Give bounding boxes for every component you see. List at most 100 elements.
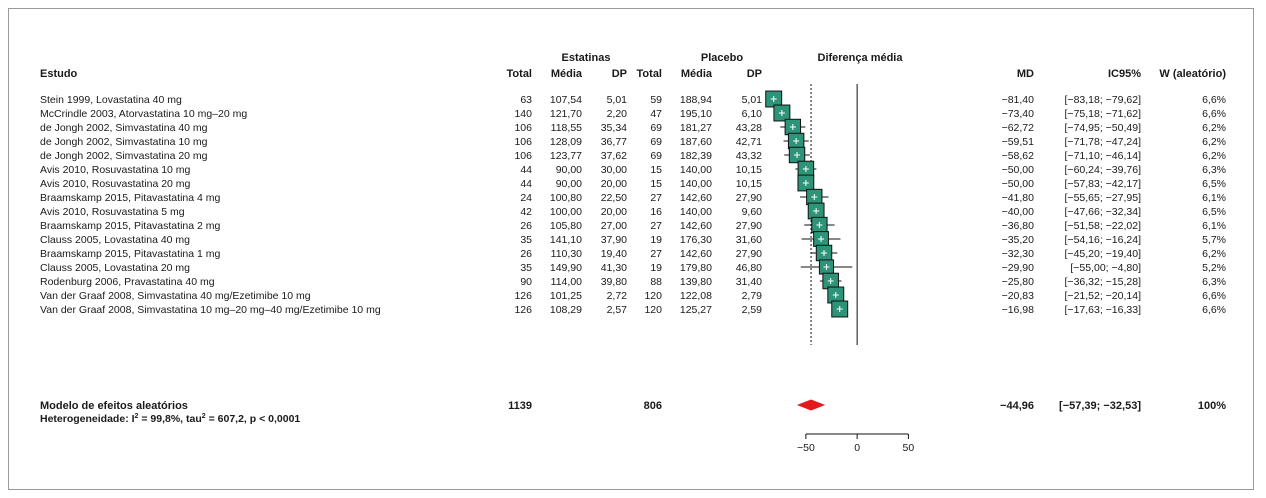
total2-value: 88 bbox=[650, 276, 662, 288]
study-name: Avis 2010, Rosuvastatina 20 mg bbox=[40, 178, 191, 190]
weight-value: 6,1% bbox=[1202, 220, 1226, 232]
mean1-value: 110,30 bbox=[551, 248, 582, 260]
total2-value: 69 bbox=[650, 150, 662, 162]
table-row: Avis 2010, Rosuvastatina 5 mg 42 100,00 20,… bbox=[40, 206, 1226, 218]
weight-value: 5,7% bbox=[1202, 234, 1226, 246]
study-name: Braamskamp 2015, Pitavastatina 4 mg bbox=[40, 192, 221, 204]
table-row: Avis 2010, Rosuvastatina 10 mg 44 90,00 30,… bbox=[40, 164, 1226, 176]
study-name: Braamskamp 2015, Pitavastatina 2 mg bbox=[40, 220, 221, 232]
sd2-value: 10,15 bbox=[736, 178, 762, 190]
sd2-value: 31,60 bbox=[736, 234, 762, 246]
summary-ci: [−57,39; −32,53] bbox=[1059, 400, 1141, 412]
ci-value: [−55,00; −4,80] bbox=[1070, 262, 1141, 274]
md-value: −20,83 bbox=[1002, 290, 1035, 302]
mean1-value: 100,00 bbox=[550, 206, 582, 218]
weight-value: 6,2% bbox=[1202, 136, 1226, 148]
sd2-value: 27,90 bbox=[736, 192, 762, 204]
mean1-value: 141,10 bbox=[550, 234, 582, 246]
mean1-value: 90,00 bbox=[556, 164, 582, 176]
sd1-value: 39,80 bbox=[601, 276, 627, 288]
sd1-value: 2,72 bbox=[607, 290, 628, 302]
sd1-value: 5,01 bbox=[607, 94, 628, 106]
total2-value: 120 bbox=[644, 290, 662, 302]
total2-value: 15 bbox=[650, 178, 662, 190]
ci-value: [−75,18; −71,62] bbox=[1065, 108, 1142, 120]
mean2-value: 140,00 bbox=[680, 206, 712, 218]
sd2-value: 6,10 bbox=[742, 108, 763, 120]
study-name: Clauss 2005, Lovastatina 40 mg bbox=[40, 234, 190, 246]
total2-value: 69 bbox=[650, 122, 662, 134]
study-name: Van der Graaf 2008, Simvastatina 10 mg–2… bbox=[40, 304, 381, 316]
ci-value: [−74,95; −50,49] bbox=[1065, 122, 1142, 134]
ci-value: [−47,66; −32,34] bbox=[1065, 206, 1142, 218]
ci-value: [−21,52; −20,14] bbox=[1065, 290, 1142, 302]
mean1-value: 149,90 bbox=[550, 262, 582, 274]
total1-value: 90 bbox=[520, 276, 532, 288]
sd2-value: 42,71 bbox=[736, 136, 762, 148]
mean2-value: 182,39 bbox=[680, 150, 712, 162]
study-name: de Jongh 2002, Simvastatina 40 mg bbox=[40, 122, 208, 134]
mean2-value: 187,60 bbox=[680, 136, 712, 148]
study-mark bbox=[783, 132, 809, 150]
sd1-value: 37,62 bbox=[601, 150, 627, 162]
table-row: Van der Graaf 2008, Simvastatina 10 mg–2… bbox=[40, 304, 1226, 316]
mean1-value: 107,54 bbox=[550, 94, 582, 106]
heterogeneity-text: Heterogeneidade: I2 = 99,8%, tau2 = 607,… bbox=[40, 413, 300, 425]
heterogeneity-sup1: 2 bbox=[135, 413, 139, 420]
heterogeneity-prefix: Heterogeneidade: I bbox=[40, 413, 135, 425]
total1-value: 106 bbox=[514, 122, 532, 134]
md-value: −81,40 bbox=[1002, 94, 1035, 106]
total1-value: 35 bbox=[520, 262, 532, 274]
table-row: Avis 2010, Rosuvastatina 20 mg 44 90,00 20,… bbox=[40, 178, 1226, 190]
ci-value: [−51,58; −22,02] bbox=[1065, 220, 1142, 232]
md-value: −29,90 bbox=[1002, 262, 1035, 274]
table-row: de Jongh 2002, Simvastatina 20 mg 106 123,… bbox=[40, 150, 1226, 162]
ci-value: [−57,83; −42,17] bbox=[1065, 178, 1142, 190]
mean1-value: 123,77 bbox=[550, 150, 582, 162]
total1-value: 26 bbox=[520, 220, 532, 232]
total2-value: 16 bbox=[650, 206, 662, 218]
md-value: −36,80 bbox=[1002, 220, 1035, 232]
total2-value: 120 bbox=[644, 304, 662, 316]
study-name: Avis 2010, Rosuvastatina 10 mg bbox=[40, 164, 191, 176]
sd1-value: 19,40 bbox=[601, 248, 627, 260]
study-mark bbox=[831, 300, 849, 318]
total1-value: 44 bbox=[520, 178, 532, 190]
total2-value: 19 bbox=[650, 262, 662, 274]
study-rows: Stein 1999, Lovastatina 40 mg 63 107,54 5,0… bbox=[40, 94, 1226, 316]
study-mark bbox=[795, 160, 817, 178]
sd2-header: DP bbox=[747, 68, 762, 80]
total2-header: Total bbox=[637, 68, 662, 80]
mean2-value: 142,60 bbox=[680, 192, 712, 204]
study-mark bbox=[819, 272, 842, 290]
md-value: −40,00 bbox=[1002, 206, 1035, 218]
study-name: McCrindle 2003, Atorvastatina 10 mg–20 m… bbox=[40, 108, 247, 120]
total1-value: 126 bbox=[514, 290, 532, 302]
total1-value: 126 bbox=[514, 304, 532, 316]
sd1-value: 36,77 bbox=[601, 136, 627, 148]
summary-label: Modelo de efeitos aleatórios bbox=[40, 400, 188, 412]
sd1-value: 2,20 bbox=[607, 108, 628, 120]
mean1-value: 118,55 bbox=[551, 122, 582, 134]
summary-total1: 1139 bbox=[508, 400, 532, 412]
group2-header: Placebo bbox=[701, 52, 743, 64]
ci-value: [−36,32; −15,28] bbox=[1065, 276, 1142, 288]
weight-header: W (aleatório) bbox=[1159, 68, 1226, 80]
heterogeneity-sup2: 2 bbox=[202, 413, 206, 420]
total2-value: 69 bbox=[650, 136, 662, 148]
mean2-value: 179,80 bbox=[680, 262, 712, 274]
ci-value: [−54,16; −16,24] bbox=[1065, 234, 1142, 246]
summary-md: −44,96 bbox=[1000, 400, 1034, 412]
mean1-value: 114,00 bbox=[551, 276, 582, 288]
total1-header: Total bbox=[507, 68, 532, 80]
sd1-value: 22,50 bbox=[601, 192, 627, 204]
summary-total2: 806 bbox=[644, 400, 662, 412]
mean1-value: 121,70 bbox=[550, 108, 582, 120]
table-row: Clauss 2005, Lovastatina 40 mg 35 141,10 37… bbox=[40, 234, 1226, 246]
study-name: de Jongh 2002, Simvastatina 20 mg bbox=[40, 150, 208, 162]
study-name: Clauss 2005, Lovastatina 20 mg bbox=[40, 262, 190, 274]
total1-value: 44 bbox=[520, 164, 532, 176]
study-mark bbox=[784, 146, 810, 164]
total2-value: 27 bbox=[650, 192, 662, 204]
ci-value: [−55,65; −27,95] bbox=[1065, 192, 1142, 204]
